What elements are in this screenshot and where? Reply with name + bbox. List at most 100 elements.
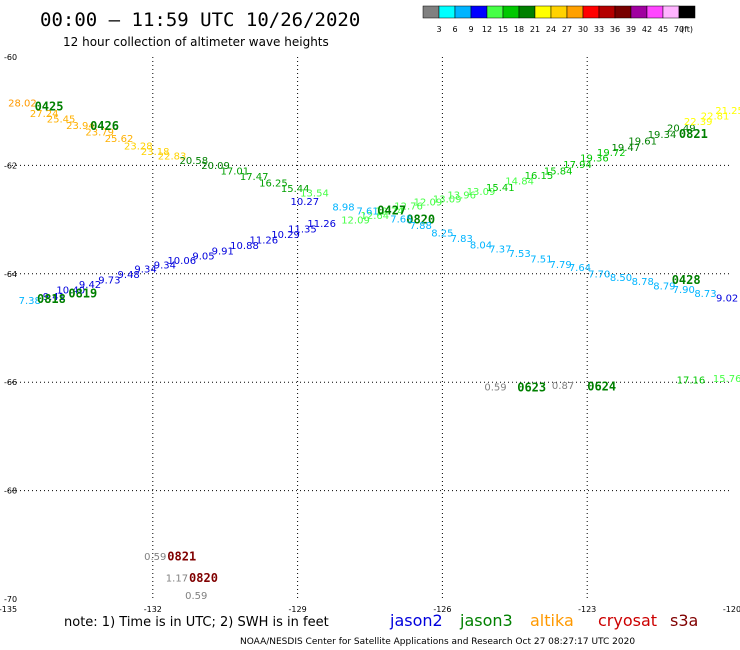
footer-note: note: 1) Time is in UTC; 2) SWH is in fe… <box>64 615 329 630</box>
swh-point-label: 23.94 <box>66 121 95 132</box>
chart-marks: 28.0227.2425.4523.9423.7925.6223.2823.18… <box>8 98 740 602</box>
colorbar-label: 15 <box>498 25 508 34</box>
swh-point-label: 20.49 <box>667 123 696 134</box>
colorbar-label: 27 <box>562 25 572 34</box>
swh-point-label: 15.44 <box>281 184 310 195</box>
swh-point-label: 19.34 <box>648 130 677 141</box>
satellite-legend-item: cryosat <box>598 611 657 630</box>
swh-point-label: 23.79 <box>85 128 114 139</box>
pass-time-label: 0820 <box>189 571 218 585</box>
colorbar-swatch <box>486 5 504 19</box>
swh-point-label: 7.79 <box>550 260 572 271</box>
swh-point-label: 19.72 <box>597 148 626 159</box>
satellite-legend-item: altika <box>530 611 574 630</box>
swh-point-label: 7.38 <box>19 296 41 307</box>
pass-time-label: 0428 <box>672 273 701 287</box>
colorbar-swatch <box>630 5 648 19</box>
colorbar-label: 9 <box>468 25 473 34</box>
swh-point-label: 9.34 <box>154 260 176 271</box>
swh-point-label: 12.74 <box>375 207 404 218</box>
swh-point-label: 9.34 <box>134 265 156 276</box>
colorbar-swatch <box>502 5 520 19</box>
swh-point-label: 16.15 <box>525 171 554 182</box>
pass-time-label: 0819 <box>68 287 97 301</box>
swh-point-label: 8.98 <box>332 202 354 213</box>
colorbar-label: 3 <box>436 25 441 34</box>
swh-point-label: 21.25 <box>715 106 740 117</box>
pass-time-label: 0820 <box>406 212 435 226</box>
colorbar-swatch <box>598 5 616 19</box>
swh-point-label: 0.59 <box>185 591 207 602</box>
colorbar-swatch <box>662 5 680 19</box>
swh-point-label: 8.78 <box>632 277 654 288</box>
swh-point-label: 7.65 <box>390 214 412 225</box>
swh-point-label: 22.39 <box>684 117 713 128</box>
swh-point-label: 22.83 <box>158 151 187 162</box>
swh-point-label: 23.18 <box>141 147 170 158</box>
pass-time-label: 0821 <box>679 127 708 141</box>
colorbar-swatch <box>422 5 440 19</box>
colorbar-label: 42 <box>642 25 652 34</box>
swh-point-label: 15.84 <box>544 167 573 178</box>
swh-point-label: 0.59 <box>144 552 166 563</box>
swh-point-label: 9.05 <box>192 252 214 263</box>
swh-point-label: 8.04 <box>470 240 492 251</box>
swh-point-label: 19.47 <box>611 143 640 154</box>
swh-point-label: 7.70 <box>588 270 610 281</box>
colorbar-label: 33 <box>594 25 604 34</box>
satellite-legend-item: jason3 <box>459 611 513 630</box>
colorbar-label: 6 <box>452 25 457 34</box>
pass-time-label: 0624 <box>587 379 616 393</box>
colorbar-swatch <box>678 5 696 19</box>
swh-point-label: 17.47 <box>240 172 269 183</box>
chart-title: 00:00 – 11:59 UTC 10/26/2020 <box>40 9 360 31</box>
colorbar-label: 30 <box>578 25 588 34</box>
colorbar-swatch <box>518 5 536 19</box>
y-tick-label: -64 <box>4 270 17 279</box>
swh-point-label: 0.59 <box>484 382 506 393</box>
y-tick-label: -66 <box>4 378 17 387</box>
swh-point-label: 27.24 <box>30 109 59 120</box>
pass-time-label: 0426 <box>90 119 119 133</box>
colorbar-label: 45 <box>658 25 668 34</box>
swh-point-label: 15.41 <box>486 183 515 194</box>
swh-point-label: 19.61 <box>628 136 657 147</box>
swh-point-label: 9.48 <box>118 270 140 281</box>
swh-point-label: 19.36 <box>580 154 609 165</box>
swh-point-label: 9.91 <box>212 246 234 257</box>
x-tick-label: -123 <box>578 605 596 614</box>
satellite-legend: jason2 jason3 altika cryosat s3a <box>389 611 698 630</box>
swh-point-label: 20.09 <box>201 161 230 172</box>
swh-point-label: 7.90 <box>673 285 695 296</box>
swh-point-label: 14.84 <box>505 176 534 187</box>
swh-point-label: 13.96 <box>447 190 476 201</box>
swh-point-label: 0.87 <box>552 381 574 392</box>
colorbar-label: 12 <box>482 25 492 34</box>
colorbar-swatch <box>534 5 552 19</box>
x-tick-label: -135 <box>0 605 17 614</box>
satellite-legend-item: s3a <box>670 611 698 630</box>
pass-time-label: 0425 <box>35 100 64 114</box>
colorbar-label: 39 <box>626 25 636 34</box>
satellite-legend-item: jason2 <box>389 611 443 630</box>
swh-point-label: 12.09 <box>341 215 370 226</box>
colorbar-unit: (ft) <box>681 25 693 34</box>
swh-point-label: 7.83 <box>451 234 473 245</box>
colorbar-label: 18 <box>514 25 524 34</box>
swh-point-label: 7.53 <box>508 249 530 260</box>
swh-point-label: 12.76 <box>394 201 423 212</box>
swh-point-label: 10.40 <box>56 285 85 296</box>
x-tick-label: -120 <box>723 605 740 614</box>
swh-point-label: 8.25 <box>431 228 453 239</box>
swh-point-label: 11.26 <box>249 235 278 246</box>
colorbar-label: 36 <box>610 25 620 34</box>
y-tick-label: -70 <box>4 595 17 604</box>
colorbar-swatch <box>614 5 632 19</box>
footer-credit: NOAA/NESDIS Center for Satellite Applica… <box>240 637 635 647</box>
swh-point-label: 9.02 <box>716 293 738 304</box>
plot-area: -135 -132 -129 -126 -123 -120 -60 -62 -64 -66 -68 -… <box>0 53 740 614</box>
swh-point-label: 23.28 <box>124 142 153 153</box>
colorbar-swatch <box>454 5 472 19</box>
colorbar-swatch <box>582 5 600 19</box>
